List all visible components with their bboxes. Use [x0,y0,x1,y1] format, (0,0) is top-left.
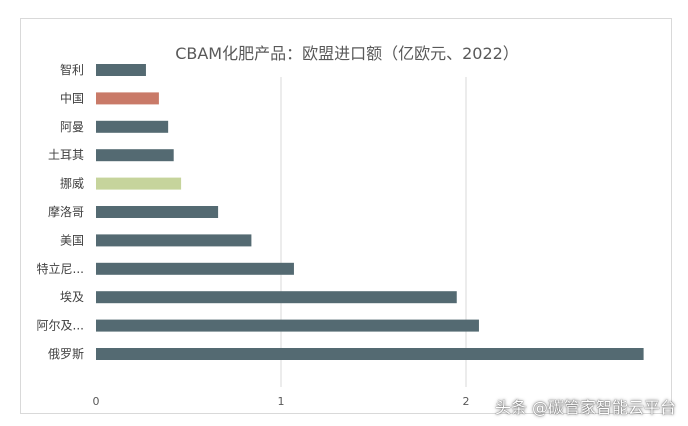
category-label-8: 埃及 [60,290,84,304]
chart-title: CBAM化肥产品：欧盟进口额（亿欧元、2022） [175,44,519,63]
bar-0 [96,64,146,76]
bar-5 [96,206,219,218]
category-label-5: 摩洛哥 [48,204,84,219]
bar-4 [96,177,182,190]
category-label-2: 阿曼 [60,120,84,134]
bar-chart: CBAM化肥产品：欧盟进口额（亿欧元、2022） 智利中国阿曼土耳其挪威摩洛哥美… [37,44,644,408]
category-label-4: 挪威 [60,177,84,191]
x-tick-label-0: 0 [93,395,100,408]
bar-8 [96,291,457,304]
x-tick-label-1: 1 [278,395,285,408]
bar-6 [96,234,252,247]
category-label-0: 智利 [60,62,84,77]
x-axis-ticks: 0 1 2 [93,395,470,408]
watermark: 头条 @碳管家智能云平台 [494,398,676,417]
bar-1 [96,92,159,105]
bar-9 [96,319,479,332]
category-label-6: 美国 [60,233,84,247]
bars [96,64,644,360]
bar-10 [96,348,644,360]
bar-3 [96,149,174,162]
bar-2 [96,120,169,133]
bar-7 [96,262,294,275]
category-label-10: 俄罗斯 [48,347,84,361]
gridlines [280,77,467,387]
chart-frame: CBAM化肥产品：欧盟进口额（亿欧元、2022） 智利中国阿曼土耳其挪威摩洛哥美… [20,18,672,414]
category-label-1: 中国 [60,90,84,105]
category-label-7: 特立尼... [37,261,84,276]
x-tick-label-2: 2 [463,395,470,408]
category-label-3: 土耳其 [48,148,84,162]
category-label-9: 阿尔及... [37,318,84,333]
